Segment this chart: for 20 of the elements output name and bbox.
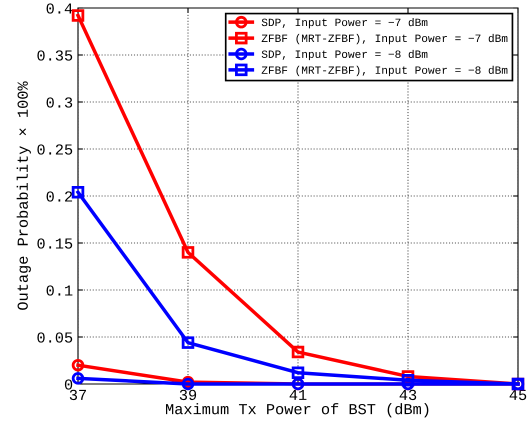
y-tick-label: 0.1 [46, 285, 72, 296]
x-tick-label: 39 [180, 390, 196, 400]
y-tick-label: 0.4 [46, 3, 72, 14]
x-tick-label: 37 [70, 390, 86, 400]
y-tick-label: 0.3 [46, 97, 72, 108]
legend-label: SDP, Input Power = −7 dBm [262, 18, 428, 28]
legend-label: ZFBF (MRT-ZFBF), Input Power = −7 dBm [262, 34, 508, 44]
y-axis-title: Outage Probability × 100% [16, 81, 31, 310]
y-tick-label: 0.2 [46, 191, 72, 202]
y-tick-label: 0.25 [37, 144, 72, 155]
legend-label: SDP, Input Power = −8 dBm [262, 50, 428, 60]
x-tick-label: 43 [400, 390, 416, 400]
legend-label: ZFBF (MRT-ZFBF), Input Power = −8 dBm [262, 66, 508, 76]
x-axis-title: Maximum Tx Power of BST (dBm) [166, 403, 428, 418]
y-tick-label: 0.05 [37, 332, 72, 343]
y-tick-label: 0.15 [37, 238, 72, 249]
y-tick-label: 0 [64, 379, 72, 390]
y-tick-label: 0.35 [37, 50, 72, 61]
x-tick-label: 45 [510, 390, 526, 400]
x-tick-label: 41 [290, 390, 306, 400]
